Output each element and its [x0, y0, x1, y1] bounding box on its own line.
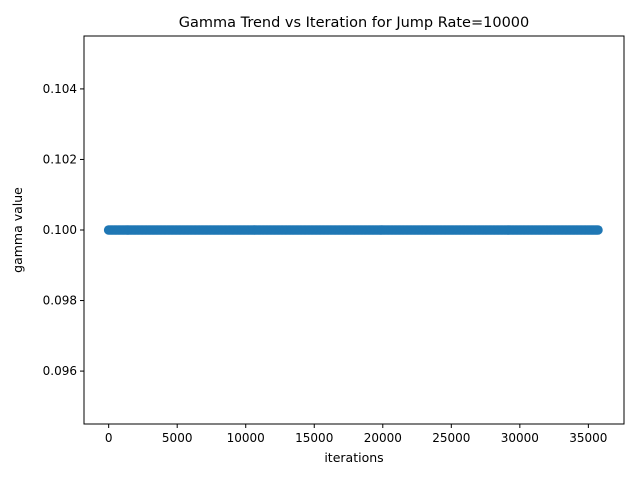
y-axis-label: gamma value	[10, 187, 25, 273]
x-tick-label: 10000	[227, 431, 265, 445]
x-tick-label: 15000	[295, 431, 333, 445]
y-tick-label: 0.104	[43, 82, 77, 96]
y-tick-label: 0.096	[43, 364, 77, 378]
x-axis-label: iterations	[324, 450, 383, 465]
chart-title: Gamma Trend vs Iteration for Jump Rate=1…	[179, 15, 530, 31]
scatter-points	[103, 225, 603, 235]
x-tick-label: 20000	[364, 431, 402, 445]
y-tick-label: 0.098	[43, 294, 77, 308]
y-tick-label: 0.100	[43, 223, 77, 237]
x-tick-label: 35000	[569, 431, 607, 445]
y-tick-label: 0.102	[43, 152, 77, 166]
x-tick-label: 5000	[162, 431, 193, 445]
scatter-point	[593, 225, 603, 235]
x-tick-label: 0	[105, 431, 113, 445]
y-axis: 0.096 0.098 0.100 0.102 0.104	[43, 82, 84, 378]
x-axis: 0 5000 10000 15000 20000 25000 30000 35000	[105, 424, 607, 445]
x-tick-label: 30000	[501, 431, 539, 445]
x-tick-label: 25000	[432, 431, 470, 445]
